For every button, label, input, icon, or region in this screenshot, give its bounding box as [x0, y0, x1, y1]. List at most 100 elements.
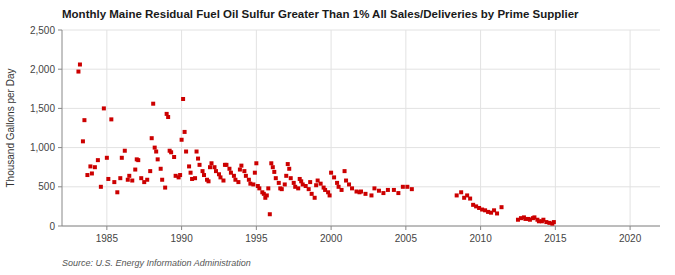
y-axis-label: Thousand Gallons per Day — [5, 69, 16, 188]
point — [328, 193, 332, 197]
y-tick-label: 500 — [38, 181, 55, 192]
x-tick-label: 2000 — [320, 233, 343, 244]
y-tick — [58, 108, 62, 109]
title: Monthly Maine Residual Fuel Oil Sulfur G… — [62, 8, 579, 20]
x-tick — [106, 226, 107, 230]
x-grid-line — [181, 30, 182, 226]
point — [126, 178, 130, 182]
point — [224, 163, 228, 167]
point — [272, 170, 276, 174]
point — [257, 186, 261, 190]
point — [178, 173, 182, 177]
point — [372, 186, 376, 190]
point — [207, 179, 211, 183]
point — [363, 192, 367, 196]
point — [292, 181, 296, 185]
point — [254, 161, 258, 165]
point — [268, 212, 272, 216]
point — [169, 150, 173, 154]
point — [193, 176, 197, 180]
y-tick-label: 1,500 — [30, 103, 55, 114]
point — [118, 176, 122, 180]
point — [153, 146, 157, 150]
point — [181, 97, 185, 101]
point — [90, 171, 94, 175]
point — [314, 183, 318, 187]
point — [239, 164, 243, 168]
point — [377, 189, 381, 193]
point — [212, 165, 216, 169]
point — [319, 182, 323, 186]
x-tick — [555, 226, 556, 230]
point — [102, 106, 106, 110]
y-grid-line — [62, 108, 660, 109]
point — [76, 70, 80, 74]
chart-container: 1985199019952000200520102015202005001,00… — [0, 0, 675, 275]
point — [133, 168, 137, 172]
point — [88, 164, 92, 168]
y-tick-label: 2,000 — [30, 64, 55, 75]
x-tick — [630, 226, 631, 230]
y-grid-line — [62, 226, 660, 227]
point — [386, 188, 390, 192]
axes: 1985199019952000200520102015202005001,00… — [30, 25, 660, 245]
point — [308, 180, 312, 184]
point — [227, 167, 231, 171]
y-tick — [58, 69, 62, 70]
point — [286, 162, 290, 166]
x-tick — [405, 226, 406, 230]
point — [232, 174, 236, 178]
point — [106, 177, 110, 181]
point — [253, 171, 257, 175]
point — [242, 169, 246, 173]
point — [332, 175, 336, 179]
point — [187, 164, 191, 168]
point — [500, 205, 504, 209]
point — [280, 187, 284, 191]
point — [347, 182, 351, 186]
x-tick-label: 1990 — [170, 233, 193, 244]
x-tick — [480, 226, 481, 230]
point — [195, 150, 199, 154]
point — [96, 158, 100, 162]
point — [201, 169, 205, 173]
point — [392, 188, 396, 192]
y-tick-label: 0 — [49, 221, 55, 232]
point — [310, 192, 314, 196]
point — [236, 180, 240, 184]
point — [277, 181, 281, 185]
point — [247, 178, 251, 182]
x-grid-line — [106, 30, 107, 226]
x-tick — [256, 226, 257, 230]
x-grid-line — [405, 30, 406, 226]
point — [159, 167, 163, 171]
chart-svg: 1985199019952000200520102015202005001,00… — [0, 0, 675, 275]
point — [156, 157, 160, 161]
point — [154, 150, 158, 154]
point — [198, 163, 202, 167]
y-tick-label: 1,000 — [30, 142, 55, 153]
x-tick-label: 2015 — [544, 233, 567, 244]
point — [163, 186, 167, 190]
point — [112, 180, 116, 184]
point — [459, 190, 463, 194]
point — [148, 169, 152, 173]
point — [307, 187, 311, 191]
point — [271, 165, 275, 169]
point — [238, 168, 242, 172]
y-tick-label: 2,500 — [30, 25, 55, 36]
x-grid-line — [555, 30, 556, 226]
point — [127, 174, 131, 178]
grid — [62, 30, 660, 226]
y-tick — [58, 147, 62, 148]
point — [289, 176, 293, 180]
point — [189, 171, 193, 175]
point — [93, 165, 97, 169]
point — [283, 182, 287, 186]
point — [495, 211, 499, 215]
point — [468, 197, 472, 201]
point — [82, 118, 86, 122]
point — [160, 178, 164, 182]
y-grid-line — [62, 69, 660, 70]
point — [396, 191, 400, 195]
